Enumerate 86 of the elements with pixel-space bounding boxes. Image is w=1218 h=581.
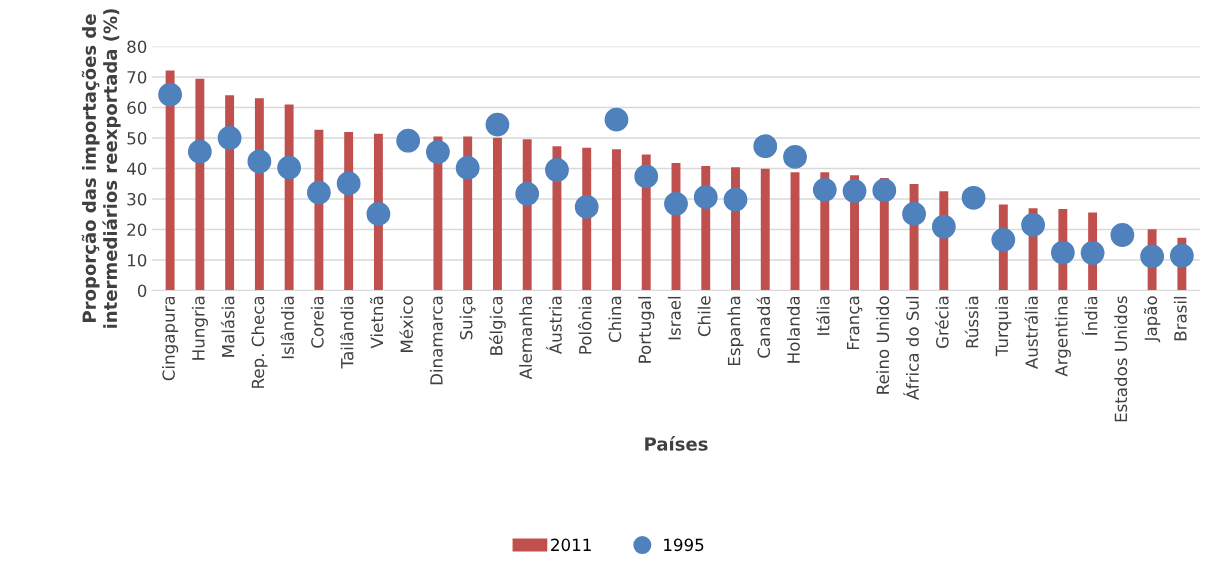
point <box>1140 244 1165 269</box>
x-tick-label: Suiça <box>459 296 476 340</box>
point <box>545 158 569 182</box>
x-tick-label: Rússia <box>964 296 979 348</box>
x-tick-label: Portugal <box>638 296 655 363</box>
x-tick-label: Índia <box>1081 296 1098 335</box>
point <box>574 195 599 219</box>
point <box>277 155 302 180</box>
x-tick-label: Coreia <box>310 296 324 348</box>
point <box>664 191 688 216</box>
point <box>1050 240 1075 265</box>
point <box>783 145 807 169</box>
x-tick-label: Canadá <box>756 296 771 358</box>
point <box>366 202 391 226</box>
x-tick-label: Malásia <box>220 296 235 357</box>
x-tick-label: Hungria <box>191 296 208 360</box>
point <box>1110 223 1135 247</box>
point <box>158 82 182 107</box>
x-tick-label: Rep. Checa <box>251 296 268 388</box>
x-tick-label: Bélgica <box>489 296 506 355</box>
y-tick-label: 70 <box>127 70 147 84</box>
x-tick-label: Turquia <box>995 296 1012 357</box>
x-tick-label: Austrália <box>1024 296 1038 369</box>
x-axis-title: Países <box>645 436 708 451</box>
x-tick-label: Vietnã <box>370 296 384 349</box>
point <box>455 155 480 180</box>
point <box>187 139 212 164</box>
x-tick-label: Brasil <box>1173 296 1187 341</box>
legend-label: 2011 <box>551 538 591 552</box>
point <box>307 180 331 205</box>
point <box>604 107 629 132</box>
point <box>515 181 540 206</box>
point <box>931 214 956 239</box>
x-tick-label: China <box>608 296 622 343</box>
point <box>753 134 778 159</box>
y-tick-label: 60 <box>127 101 147 115</box>
bar <box>612 149 621 291</box>
point <box>902 202 926 226</box>
point <box>1169 243 1194 268</box>
y-tick-label: 40 <box>127 162 147 176</box>
point <box>842 179 867 203</box>
x-tick-label: Alemanha <box>519 296 533 380</box>
point <box>336 171 361 196</box>
x-tick-label: Argentina <box>1054 296 1071 377</box>
point <box>872 178 897 203</box>
bar <box>492 137 502 291</box>
x-tick-label: Itália <box>816 296 830 335</box>
x-tick-label: Holanda <box>786 296 800 363</box>
point <box>1021 213 1045 237</box>
y-axis-title: Proporção das importações de intermediários reexportada (%) <box>81 9 121 328</box>
x-tick-label: Espanha <box>727 296 744 366</box>
point <box>634 164 659 189</box>
point <box>723 187 748 212</box>
x-tick-label: Estados Unidos <box>1114 296 1128 422</box>
point <box>693 185 718 210</box>
y-tick-label: 10 <box>128 253 147 267</box>
y-tick-label: 80 <box>127 40 147 54</box>
point <box>991 227 1016 252</box>
x-tick-label: Islândia <box>280 296 294 359</box>
x-tick-label: Cingapura <box>162 296 179 381</box>
point <box>426 140 450 164</box>
bar <box>760 168 770 291</box>
point <box>396 128 421 153</box>
x-tick-label: Israel <box>667 296 681 340</box>
x-tick-label: Grécia <box>935 296 949 349</box>
y-tick-label: 20 <box>127 223 147 237</box>
point <box>485 112 510 137</box>
point <box>247 149 272 174</box>
x-tick-label: Áustria <box>546 296 562 355</box>
x-tick-label: Chile <box>697 296 711 337</box>
point <box>1080 241 1105 265</box>
x-tick-label: França <box>846 296 863 350</box>
y-tick-label: 50 <box>127 131 147 145</box>
y-tick-label: 0 <box>137 284 147 298</box>
x-tick-label: Tailândia <box>339 296 354 369</box>
x-tick-label: Japão <box>1143 296 1161 343</box>
point <box>217 126 242 150</box>
x-tick-label: Dinamarca <box>429 296 443 385</box>
x-tick-label: Polônia <box>577 296 592 354</box>
x-tick-label: México <box>399 296 413 352</box>
x-tick-label: Reino Unido <box>876 296 890 394</box>
legend-label: 1995 <box>664 538 704 552</box>
point <box>961 185 986 210</box>
y-tick-label: 30 <box>127 192 147 206</box>
x-tick-label: África do Sul <box>903 296 919 400</box>
point <box>812 177 837 202</box>
